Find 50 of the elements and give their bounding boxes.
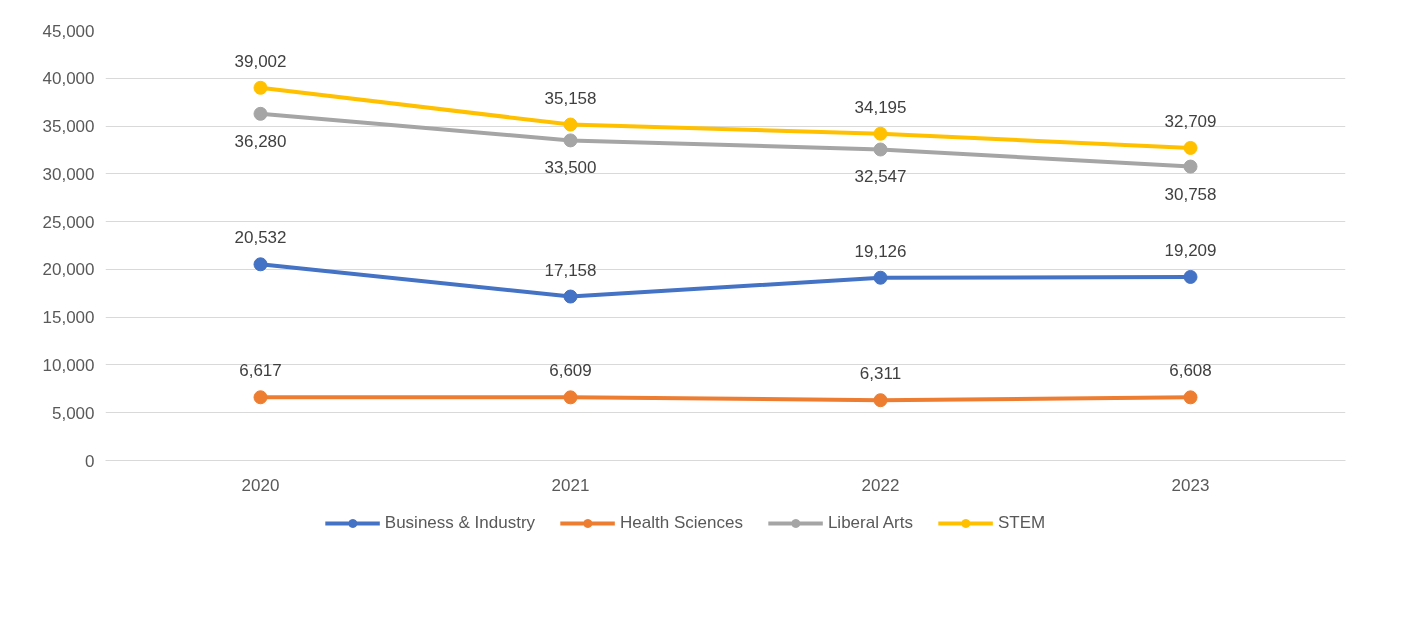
legend-label: STEM [997,513,1046,533]
y-tick-label: 15,000 [42,308,95,328]
data-label: 33,500 [544,158,597,178]
point [873,142,888,157]
point [253,257,268,272]
point [563,117,578,132]
data-label: 39,002 [234,51,287,71]
y-tick-label: 20,000 [42,260,95,280]
point [1183,159,1198,174]
x-tick-label: 2021 [551,475,590,495]
data-label: 34,195 [854,97,907,117]
y-tick-label: 35,000 [42,117,95,137]
data-label: 6,608 [1169,361,1212,381]
data-label: 6,311 [859,364,902,384]
data-label: 36,280 [234,131,287,151]
point [1183,269,1198,284]
point [873,393,888,408]
x-tick-label: 2022 [861,475,900,495]
x-tick-label: 2020 [241,475,280,495]
x-tick-label: 2023 [1171,475,1210,495]
point [563,289,578,304]
legend-label: Liberal Arts [827,513,913,533]
y-tick-label: 5,000 [51,403,95,423]
point [563,133,578,148]
point [873,126,888,141]
y-tick-label: 45,000 [42,21,95,41]
point [873,270,888,285]
data-label: 19,209 [1164,240,1217,260]
point [563,390,578,405]
data-label: 32,547 [854,167,907,187]
point [253,106,268,121]
y-tick-label: 0 [85,451,95,471]
data-label: 17,158 [544,260,597,280]
point [253,80,268,95]
data-label: 32,709 [1164,111,1217,131]
y-tick-label: 25,000 [42,212,95,232]
data-label: 35,158 [544,88,597,108]
y-tick-label: 10,000 [42,355,95,375]
point [1183,390,1198,405]
point [253,390,268,405]
y-tick-label: 30,000 [42,164,95,184]
point [1183,140,1198,155]
y-tick-label: 40,000 [42,69,95,89]
data-label: 6,617 [239,361,282,381]
data-label: 30,758 [1164,184,1217,204]
legend-label: Health Sciences [620,513,743,533]
data-label: 6,609 [549,361,592,381]
data-label: 20,532 [234,228,287,248]
data-label: 19,126 [854,241,907,261]
legend-label: Business & Industry [384,513,536,533]
